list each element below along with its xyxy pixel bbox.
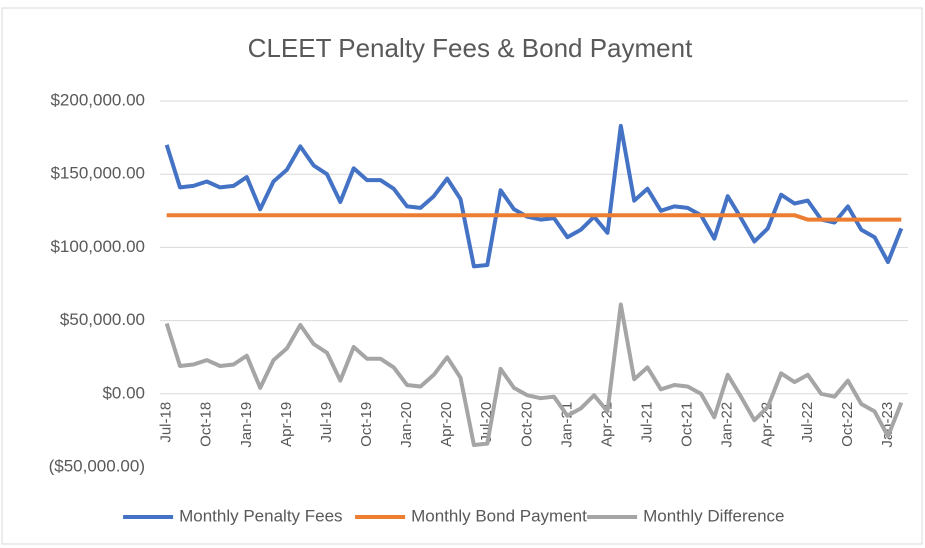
y-tick-label: $150,000.00 <box>50 164 145 183</box>
y-tick-label: $0.00 <box>102 383 145 402</box>
x-tick-label: Jul-19 <box>318 402 335 443</box>
legend-label: Monthly Bond Payment <box>411 506 587 525</box>
x-tick-label: Jul-22 <box>799 402 816 443</box>
x-tick-label: Oct-18 <box>198 402 215 447</box>
x-tick-label: Jul-21 <box>639 402 656 443</box>
y-tick-label: ($50,000.00) <box>49 456 145 475</box>
x-tick-label: Oct-22 <box>839 402 856 447</box>
series-line <box>164 302 904 447</box>
y-tick-label: $200,000.00 <box>50 90 145 109</box>
y-tick-label: $100,000.00 <box>50 237 145 256</box>
x-tick-label: Apr-21 <box>598 402 615 447</box>
chart-title: CLEET Penalty Fees & Bond Payment <box>248 33 693 63</box>
x-tick-label: Oct-20 <box>518 402 535 447</box>
x-tick-label: Jan-23 <box>879 402 896 448</box>
x-tick-label: Apr-19 <box>278 402 295 447</box>
x-tick-label: Jan-19 <box>238 402 255 448</box>
chart-border <box>1 7 923 545</box>
legend-label: Monthly Penalty Fees <box>179 506 342 525</box>
series-line <box>164 123 904 269</box>
x-tick-label: Oct-19 <box>358 402 375 447</box>
series-line <box>166 213 902 222</box>
x-tick-label: Oct-21 <box>679 402 696 447</box>
x-tick-label: Jan-20 <box>398 402 415 448</box>
y-tick-label: $50,000.00 <box>60 310 145 329</box>
x-tick-label: Apr-20 <box>438 402 455 447</box>
x-tick-label: Jul-18 <box>158 402 175 443</box>
legend-label: Monthly Difference <box>643 506 784 525</box>
x-tick-label: Jan-22 <box>719 402 736 448</box>
